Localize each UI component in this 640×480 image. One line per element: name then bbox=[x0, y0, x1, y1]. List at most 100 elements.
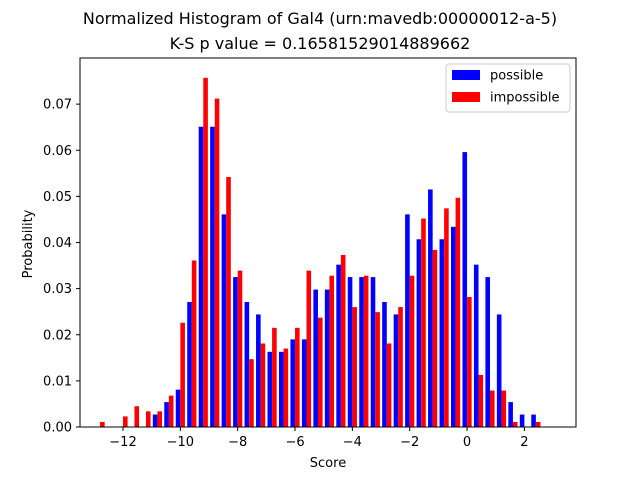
bar-possible-8 bbox=[187, 302, 192, 427]
bar-possible-33 bbox=[473, 264, 479, 427]
bar-impossible-28 bbox=[421, 218, 426, 427]
bar-possible-35 bbox=[496, 314, 502, 427]
bar-possible-18 bbox=[301, 339, 307, 427]
bar-impossible-26 bbox=[398, 307, 403, 427]
bar-possible-14 bbox=[256, 314, 261, 427]
bar-impossible-21 bbox=[340, 254, 346, 427]
x-tick-label: −6 bbox=[285, 435, 304, 450]
bar-impossible-14 bbox=[260, 343, 266, 427]
bar-impossible-0 bbox=[100, 421, 105, 427]
x-axis-ticks: −12 −10 −8 −6 −4 −2 0 2 bbox=[109, 427, 529, 450]
bar-impossible-35 bbox=[501, 390, 507, 427]
bar-possible-27 bbox=[405, 214, 410, 427]
bar-possible-6 bbox=[164, 402, 169, 427]
bar-impossible-10 bbox=[214, 98, 220, 427]
legend-swatch-impossible bbox=[452, 92, 480, 102]
bar-possible-34 bbox=[485, 277, 490, 427]
bar-impossible-31 bbox=[455, 197, 461, 427]
bar-possible-26 bbox=[393, 314, 399, 427]
bar-impossible-30 bbox=[444, 208, 449, 427]
bar-possible-20 bbox=[324, 289, 330, 427]
bar-possible-38 bbox=[531, 414, 536, 427]
bar-possible-9 bbox=[198, 126, 204, 427]
bar-possible-30 bbox=[439, 239, 445, 427]
bars-impossible bbox=[100, 77, 541, 427]
y-tick-label: 0.06 bbox=[43, 144, 72, 159]
bar-possible-5 bbox=[152, 414, 158, 427]
bar-impossible-5 bbox=[157, 411, 162, 427]
bar-possible-23 bbox=[359, 277, 364, 427]
bar-possible-37 bbox=[519, 414, 525, 427]
bar-impossible-4 bbox=[145, 411, 151, 427]
chart-title: Normalized Histogram of Gal4 (urn:mavedb… bbox=[83, 9, 557, 28]
bar-possible-25 bbox=[382, 302, 387, 427]
bar-impossible-17 bbox=[295, 327, 300, 427]
x-tick-label: −10 bbox=[167, 435, 194, 450]
bar-possible-29 bbox=[428, 189, 433, 427]
bar-impossible-32 bbox=[467, 296, 472, 427]
x-axis-label: Score bbox=[310, 456, 346, 471]
y-tick-label: 0.01 bbox=[43, 374, 72, 389]
bar-possible-36 bbox=[508, 402, 513, 427]
x-tick-label: −4 bbox=[343, 435, 362, 450]
y-tick-label: 0.05 bbox=[43, 190, 72, 205]
bar-possible-19 bbox=[313, 289, 318, 427]
y-tick-label: 0.04 bbox=[43, 236, 72, 251]
bar-impossible-24 bbox=[375, 312, 380, 427]
bar-impossible-33 bbox=[478, 374, 484, 427]
bar-possible-32 bbox=[462, 152, 468, 427]
bar-possible-17 bbox=[290, 339, 296, 427]
bar-possible-10 bbox=[210, 126, 215, 427]
y-tick-label: 0.00 bbox=[43, 421, 72, 436]
bar-impossible-22 bbox=[352, 307, 357, 427]
bar-impossible-38 bbox=[535, 421, 541, 427]
bar-impossible-11 bbox=[226, 177, 231, 427]
bar-impossible-13 bbox=[249, 359, 254, 427]
bar-impossible-29 bbox=[432, 249, 438, 427]
bar-possible-7 bbox=[175, 389, 181, 427]
bar-impossible-9 bbox=[203, 77, 208, 427]
legend: possible impossible bbox=[445, 63, 571, 113]
bar-impossible-16 bbox=[283, 348, 289, 427]
y-axis-ticks: 0.00 0.01 0.02 0.03 0.04 0.05 0.06 0.07 bbox=[43, 98, 80, 436]
bar-possible-31 bbox=[451, 226, 456, 427]
y-axis-label: Probability bbox=[21, 209, 36, 278]
x-tick-label: 2 bbox=[520, 435, 528, 450]
bar-impossible-6 bbox=[168, 395, 174, 427]
chart-subtitle: K-S p value = 0.16581529014889662 bbox=[170, 34, 471, 53]
bar-possible-12 bbox=[233, 277, 238, 427]
bar-impossible-34 bbox=[489, 390, 495, 427]
x-tick-label: −2 bbox=[400, 435, 419, 450]
y-tick-label: 0.07 bbox=[43, 98, 72, 113]
x-tick-label: 0 bbox=[463, 435, 471, 450]
bar-impossible-36 bbox=[512, 421, 518, 427]
bars-possible bbox=[152, 126, 536, 427]
bar-impossible-20 bbox=[329, 275, 335, 427]
x-tick-label: −12 bbox=[109, 435, 136, 450]
bar-impossible-2 bbox=[123, 416, 128, 427]
bar-impossible-18 bbox=[306, 270, 312, 427]
bar-impossible-19 bbox=[317, 317, 323, 427]
legend-label-possible: possible bbox=[490, 69, 543, 84]
bar-possible-16 bbox=[278, 351, 284, 427]
bar-possible-11 bbox=[221, 214, 227, 427]
bar-possible-13 bbox=[244, 302, 250, 427]
x-tick-label: −8 bbox=[228, 435, 247, 450]
bar-possible-21 bbox=[336, 264, 341, 427]
bar-impossible-27 bbox=[409, 275, 415, 427]
bar-impossible-3 bbox=[134, 406, 140, 427]
bar-impossible-23 bbox=[363, 275, 369, 427]
bar-impossible-8 bbox=[191, 260, 197, 427]
bar-impossible-15 bbox=[272, 327, 277, 427]
bar-impossible-7 bbox=[180, 322, 185, 427]
y-tick-label: 0.02 bbox=[43, 328, 72, 343]
bar-impossible-25 bbox=[386, 343, 392, 427]
legend-swatch-possible bbox=[452, 70, 480, 80]
bar-possible-28 bbox=[416, 239, 422, 427]
bar-possible-24 bbox=[370, 277, 376, 427]
legend-label-impossible: impossible bbox=[490, 91, 560, 106]
bar-impossible-12 bbox=[237, 270, 243, 427]
y-tick-label: 0.03 bbox=[43, 282, 72, 297]
bar-possible-15 bbox=[267, 351, 273, 427]
